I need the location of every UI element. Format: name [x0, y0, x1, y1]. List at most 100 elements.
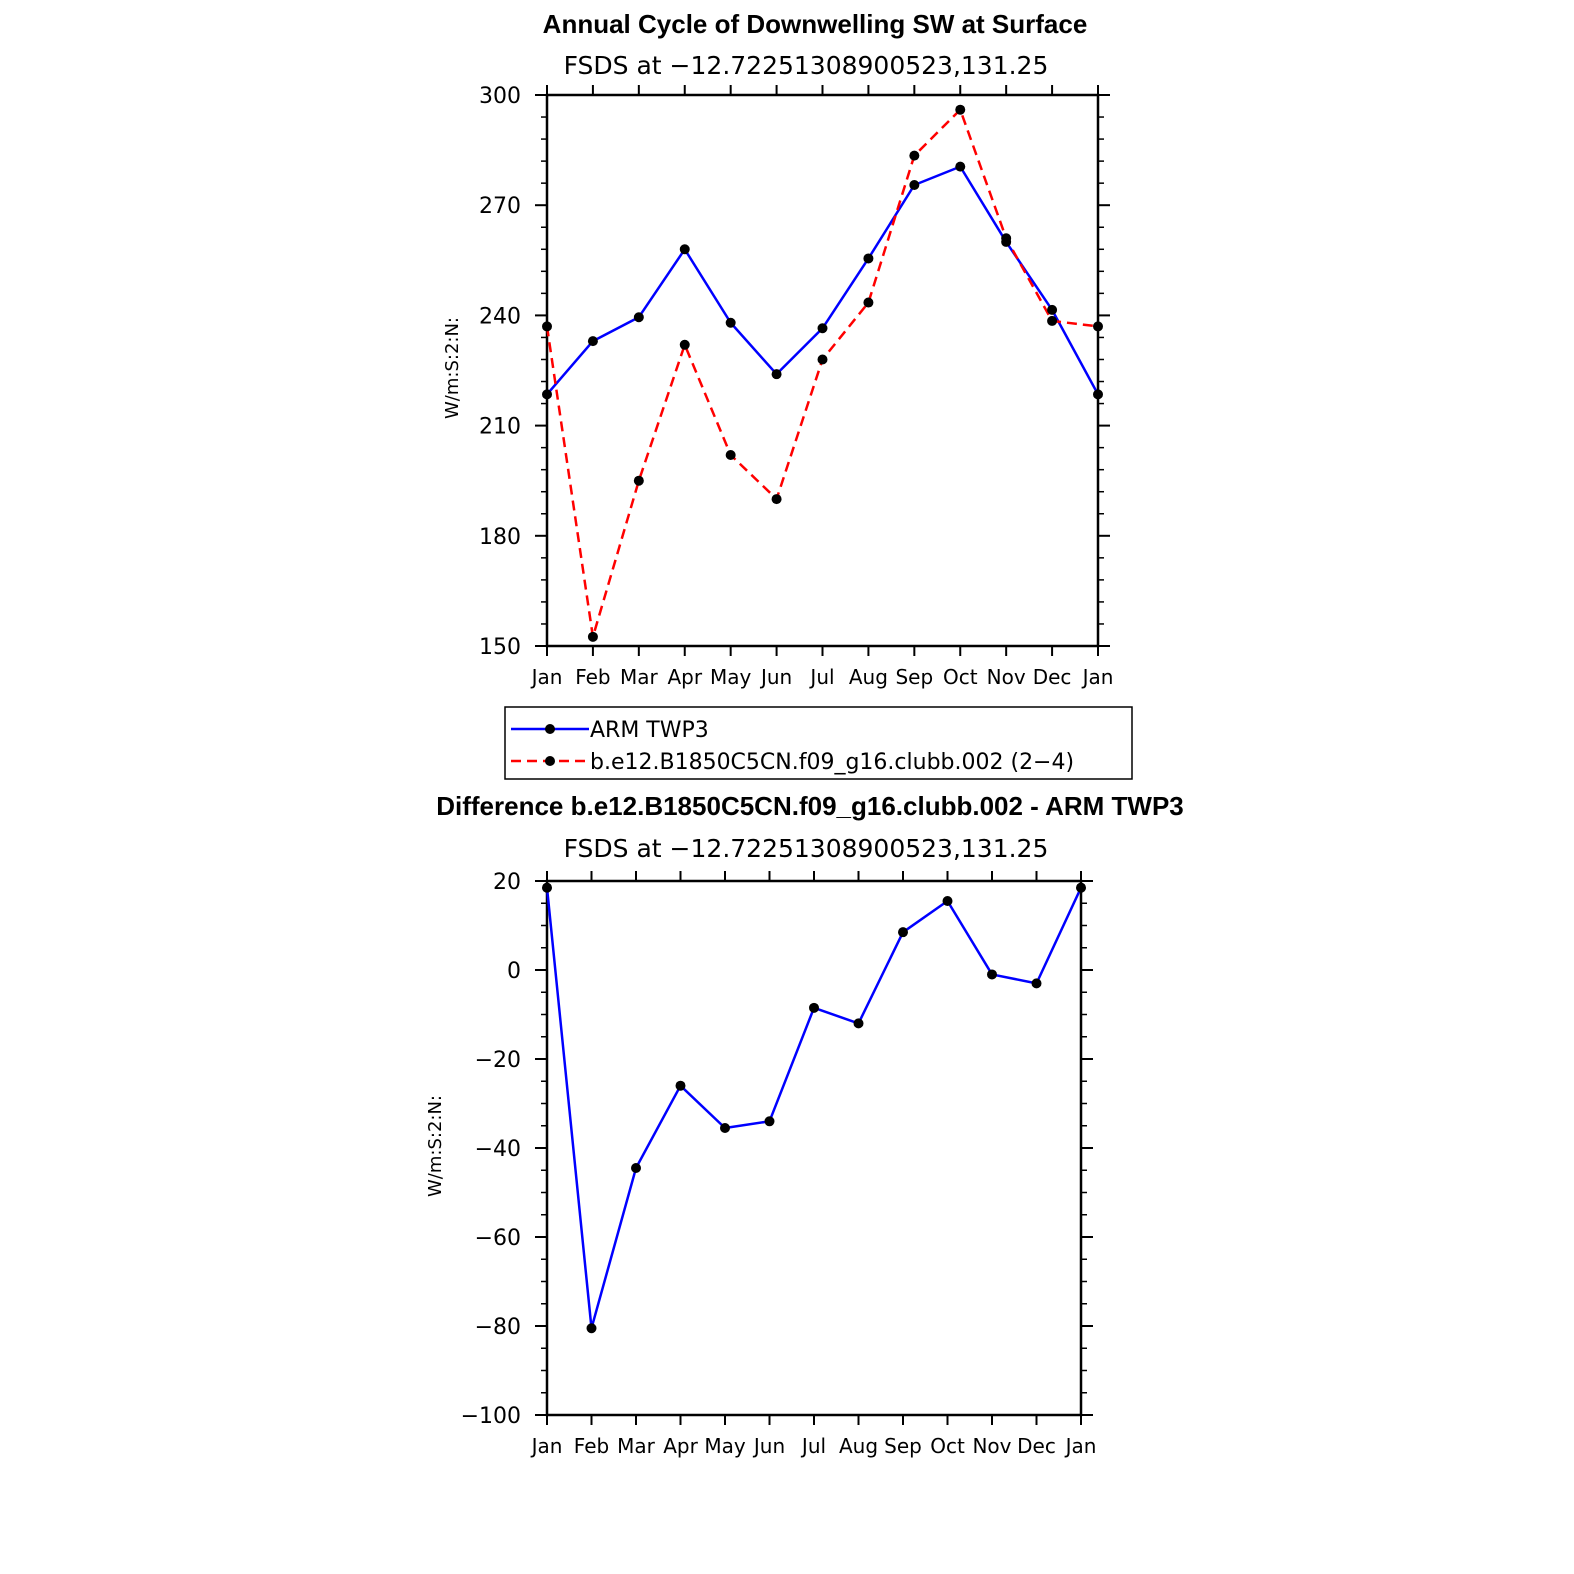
data-point-0 — [898, 927, 908, 938]
y-tick-label: 240 — [479, 304, 521, 329]
data-point-0 — [542, 882, 552, 893]
x-tick-label: Oct — [930, 1434, 965, 1458]
x-tick-label: Oct — [943, 665, 978, 689]
x-tick-label: Jan — [530, 1434, 563, 1458]
data-point-0 — [633, 312, 644, 323]
data-point-1 — [909, 150, 920, 161]
y-axis-label: W/m:S:2:N: — [425, 1095, 446, 1197]
y-tick-label: 270 — [479, 194, 521, 219]
data-point-0 — [1031, 978, 1042, 989]
x-tick-label: Aug — [849, 665, 888, 689]
data-point-0 — [771, 369, 782, 380]
x-tick-label: Aug — [839, 1434, 878, 1458]
x-tick-label: Feb — [574, 1434, 609, 1458]
legend-swatch-marker-arm — [545, 724, 555, 734]
y-tick-label: 300 — [479, 84, 521, 109]
y-tick-label: 20 — [493, 870, 521, 895]
x-tick-label: Nov — [987, 665, 1026, 689]
data-point-0 — [853, 1018, 864, 1029]
x-tick-label: Dec — [1033, 665, 1072, 689]
y-tick-label: −100 — [461, 1404, 521, 1429]
data-point-1 — [725, 449, 736, 460]
x-tick-label: Apr — [667, 665, 702, 689]
data-point-1 — [679, 339, 690, 350]
x-tick-label: May — [710, 665, 752, 689]
data-point-0 — [675, 1080, 686, 1091]
legend-swatch-marker-model — [545, 756, 555, 766]
x-tick-label: Mar — [617, 1434, 656, 1458]
x-tick-label: Jun — [759, 665, 792, 689]
x-tick-label: Sep — [884, 1434, 922, 1458]
data-point-0 — [679, 244, 690, 255]
data-point-0 — [863, 253, 874, 264]
data-point-0 — [587, 336, 598, 347]
data-point-0 — [942, 896, 953, 907]
legend-label-arm: ARM TWP3 — [590, 718, 709, 743]
y-tick-label: −20 — [475, 1048, 521, 1073]
data-point-0 — [1076, 882, 1086, 893]
plot-frame — [545, 93, 1100, 648]
series-line-0 — [545, 887, 1083, 1330]
data-point-1 — [1047, 315, 1058, 326]
series-layer — [542, 882, 1086, 1334]
series-layer — [542, 104, 1103, 642]
data-point-1 — [587, 631, 598, 642]
legend-label-model: b.e12.B1850C5CN.f09_g16.clubb.002 (2−4) — [590, 750, 1074, 775]
legend-box — [504, 706, 1133, 780]
data-point-1 — [1001, 233, 1012, 244]
y-tick-label: −40 — [475, 1137, 521, 1162]
chart-title: Difference b.e12.B1850C5CN.f09_g16.clubb… — [436, 791, 1184, 821]
data-point-1 — [1093, 321, 1103, 332]
legend: ARM TWP3 b.e12.B1850C5CN.f09_g16.clubb.0… — [504, 706, 1133, 780]
data-point-1 — [863, 297, 874, 308]
difference-chart: Difference b.e12.B1850C5CN.f09_g16.clubb… — [425, 791, 1184, 1458]
x-tick-label: Dec — [1017, 1434, 1056, 1458]
data-point-1 — [955, 104, 966, 115]
plot-axes — [545, 93, 1100, 648]
data-point-0 — [909, 179, 920, 190]
chart-subtitle: FSDS at −12.72251308900523,131.25 — [564, 834, 1049, 863]
y-tick-label: −80 — [475, 1315, 521, 1340]
data-point-0 — [720, 1122, 730, 1133]
x-tick-label: Feb — [575, 665, 610, 689]
data-point-0 — [725, 317, 736, 328]
data-point-0 — [1047, 304, 1058, 315]
plot-axes — [545, 879, 1083, 1417]
annual-cycle-chart: Annual Cycle of Downwelling SW at Surfac… — [442, 9, 1113, 689]
y-tick-label: 180 — [479, 525, 521, 550]
y-tick-label: 150 — [479, 635, 521, 660]
x-tick-label: Jul — [800, 1434, 826, 1458]
x-tick-label: Jul — [808, 665, 834, 689]
data-point-1 — [771, 494, 782, 505]
y-tick-label: −60 — [475, 1226, 521, 1251]
x-tick-label: Apr — [663, 1434, 698, 1458]
chart-title: Annual Cycle of Downwelling SW at Surfac… — [543, 9, 1088, 39]
data-point-0 — [542, 389, 552, 400]
x-tick-label: Jan — [1081, 665, 1114, 689]
data-point-1 — [817, 354, 828, 365]
data-point-0 — [987, 969, 997, 980]
x-tick-label: Nov — [972, 1434, 1011, 1458]
data-point-0 — [586, 1323, 597, 1334]
x-tick-label: Jan — [1064, 1434, 1097, 1458]
series-line-1 — [545, 108, 1099, 639]
y-tick-label: 210 — [479, 415, 521, 440]
axis-ticks: Jan Feb Mar Apr May Jun Jul Aug Sep Oct Nov Dec Jan−… — [461, 870, 1097, 1458]
x-tick-label: Mar — [620, 665, 659, 689]
y-axis-label: W/m:S:2:N: — [442, 317, 463, 419]
x-tick-label: Jan — [530, 665, 563, 689]
data-point-1 — [542, 321, 552, 332]
data-point-0 — [1093, 389, 1103, 400]
data-point-0 — [817, 323, 828, 334]
plot-frame — [545, 879, 1083, 1417]
chart-subtitle: FSDS at −12.72251308900523,131.25 — [564, 51, 1049, 80]
y-tick-label: 0 — [507, 959, 521, 984]
data-point-0 — [631, 1163, 641, 1174]
x-tick-label: Jun — [752, 1434, 785, 1458]
x-tick-label: May — [704, 1434, 746, 1458]
data-point-1 — [633, 475, 644, 486]
data-point-0 — [955, 161, 966, 172]
axis-ticks: Jan Feb Mar Apr May Jun Jul Aug Sep Oct Nov Dec Jan 1… — [479, 84, 1113, 689]
data-point-0 — [809, 1002, 819, 1013]
